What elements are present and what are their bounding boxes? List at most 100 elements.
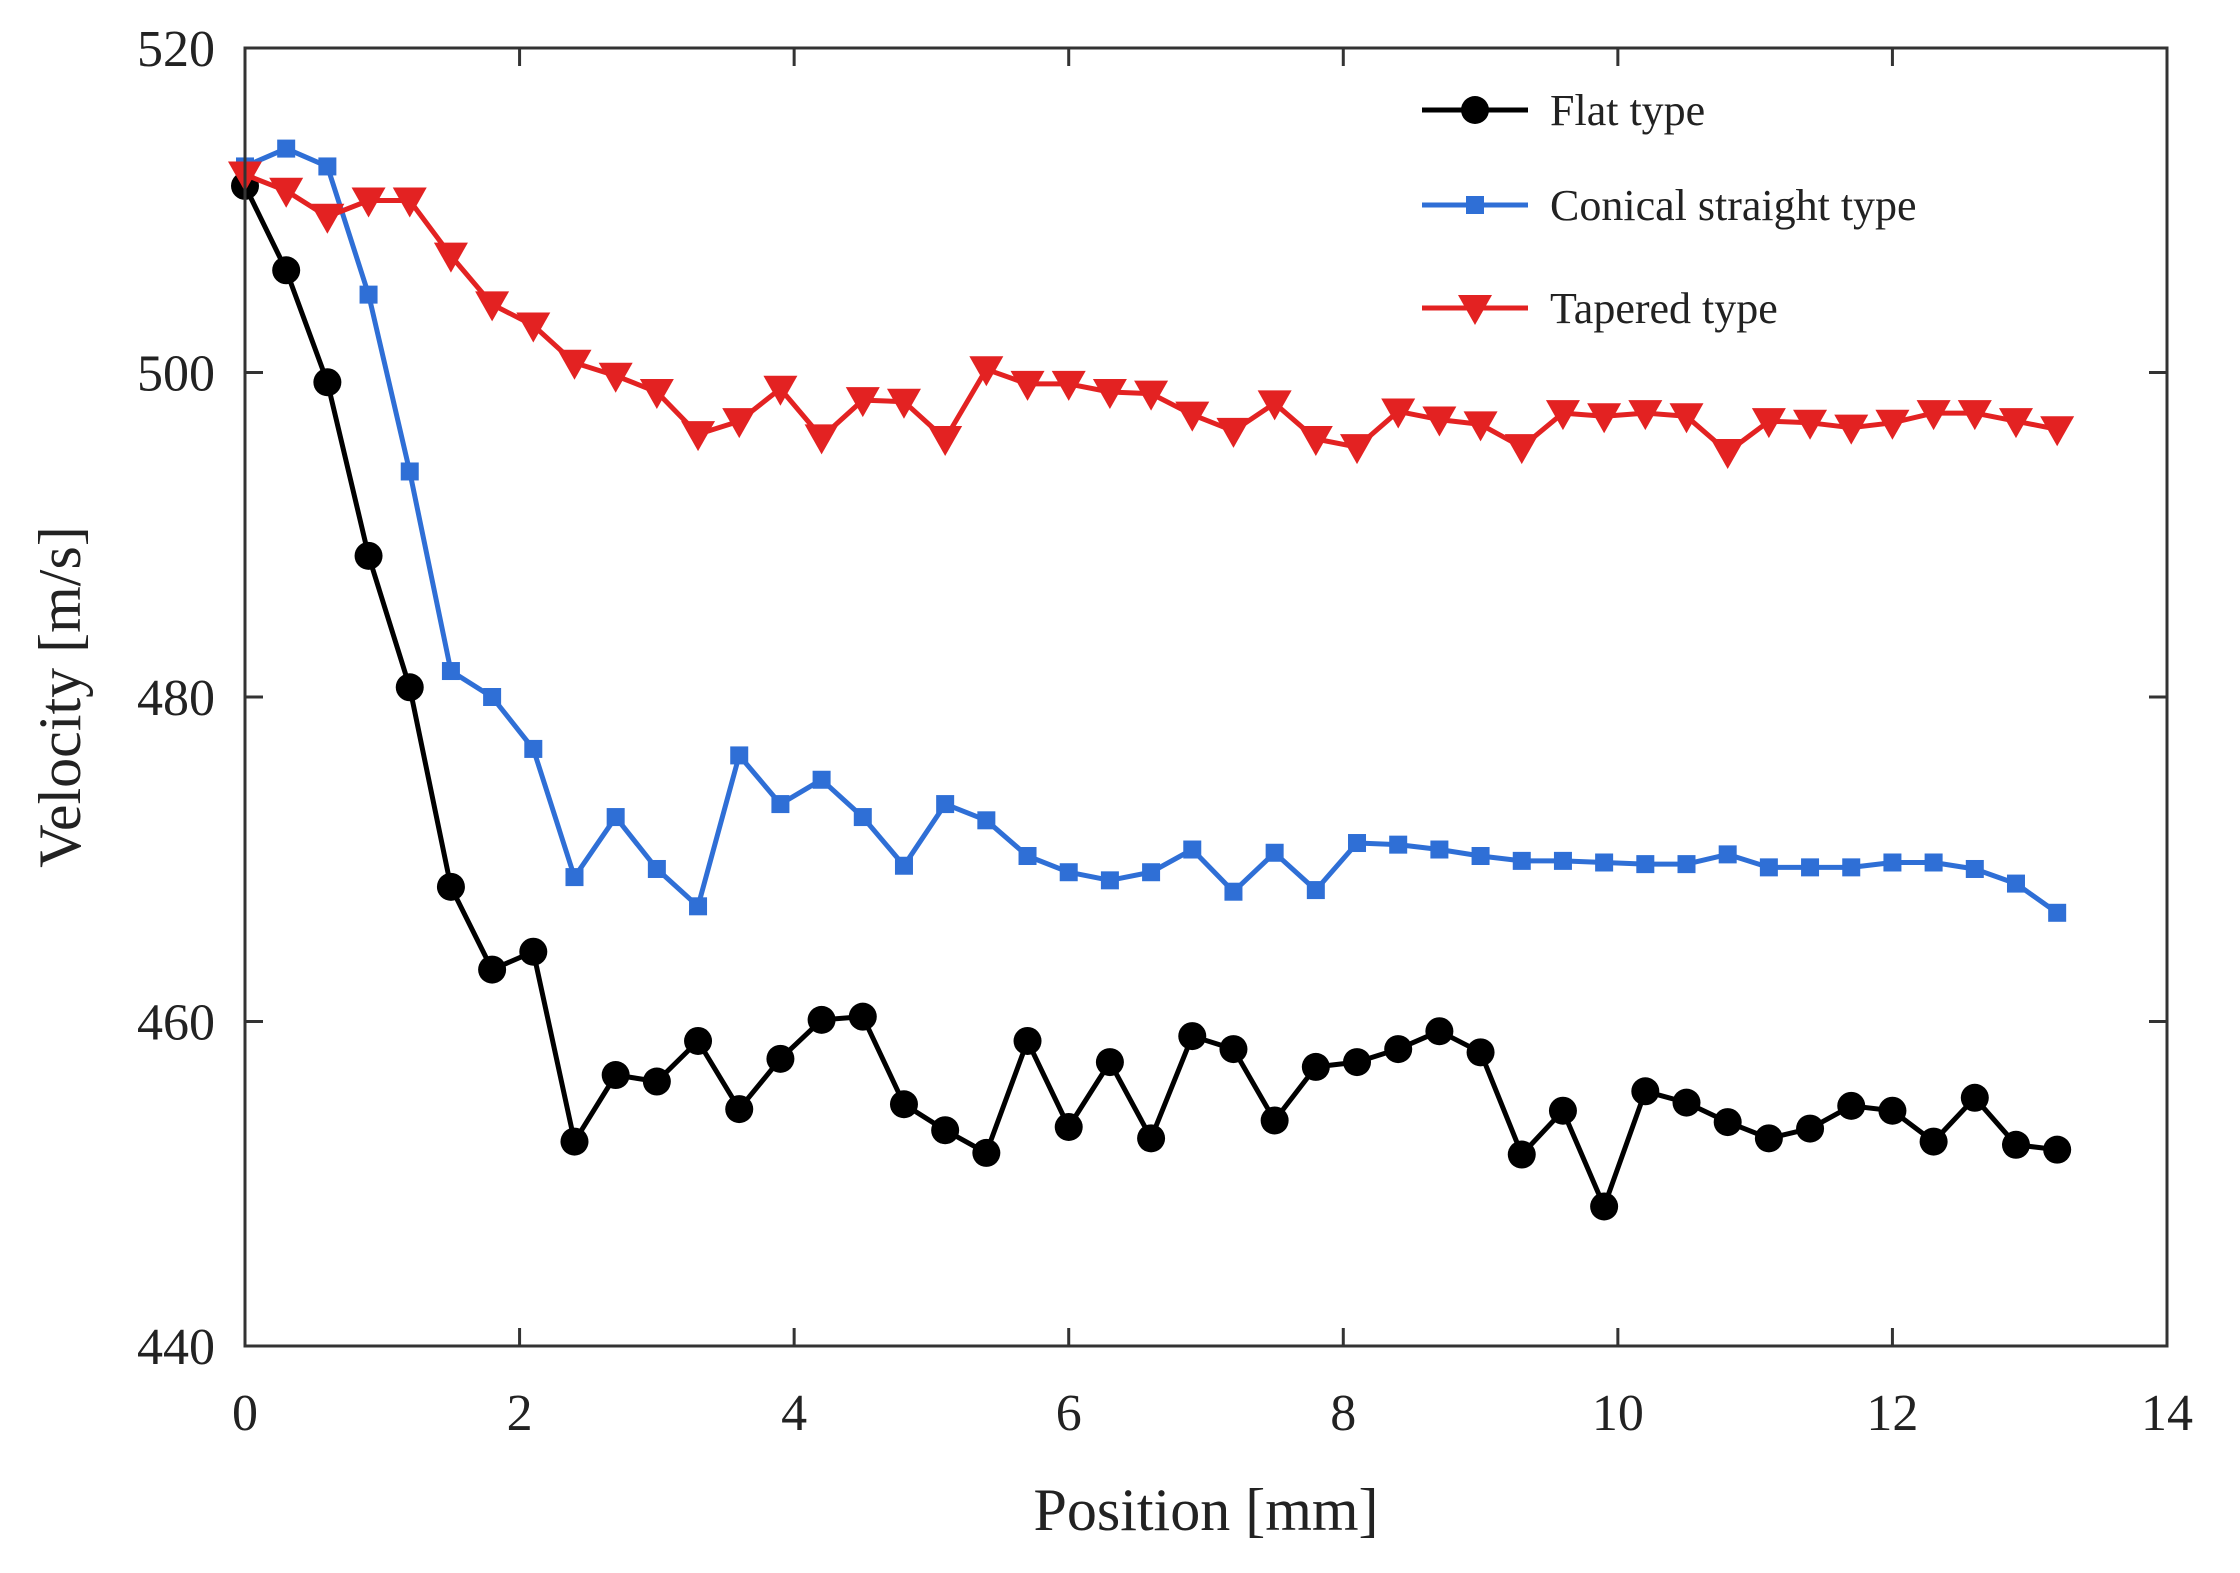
data-point — [1301, 1052, 1330, 1081]
data-point — [524, 739, 543, 758]
data-point — [1298, 426, 1333, 457]
data-point — [601, 1061, 630, 1090]
x-tick-label: 14 — [2141, 1385, 2193, 1442]
data-point — [392, 187, 427, 218]
data-point — [1425, 1017, 1454, 1046]
data-point — [730, 746, 749, 765]
data-point — [1384, 1035, 1413, 1064]
data-point — [441, 662, 460, 681]
data-point — [606, 808, 625, 827]
data-point — [1595, 853, 1614, 872]
data-point — [725, 1095, 754, 1124]
legend: Flat type Conical straight type Tapered ty… — [1422, 86, 1917, 333]
data-point — [354, 541, 383, 570]
data-point — [928, 426, 963, 457]
data-point — [771, 795, 790, 814]
data-point — [1463, 411, 1498, 442]
data-point — [931, 1116, 960, 1145]
data-point — [1134, 380, 1169, 411]
data-point — [1257, 390, 1292, 421]
data-point — [647, 859, 666, 878]
data-point — [1842, 858, 1861, 877]
data-point — [807, 1005, 836, 1034]
data-point — [763, 375, 798, 406]
data-point — [1553, 851, 1572, 870]
x-tick-label: 10 — [1592, 1385, 1644, 1442]
data-point — [1837, 1091, 1866, 1120]
data-point — [310, 203, 345, 234]
data-point — [845, 387, 880, 418]
data-point — [1834, 414, 1869, 445]
data-point — [1545, 400, 1580, 431]
data-point — [1590, 1192, 1619, 1221]
series-1 — [231, 171, 2072, 1221]
data-point — [1175, 401, 1210, 432]
data-point — [1754, 1124, 1783, 1153]
data-point — [1713, 1108, 1742, 1137]
data-point — [1340, 434, 1375, 465]
x-tick-label: 0 — [232, 1385, 258, 1442]
data-point — [2040, 416, 2075, 447]
data-point — [1998, 408, 2033, 439]
data-point — [889, 1090, 918, 1119]
x-tick-label: 4 — [781, 1385, 807, 1442]
data-point — [1504, 434, 1539, 465]
data-point — [395, 673, 424, 702]
axis-ticks: 0 2 4 6 8 10 12 14 440 460 480 500 520 — [137, 21, 2193, 1442]
data-point — [689, 897, 708, 916]
data-point — [1422, 406, 1457, 437]
data-point — [1178, 1022, 1207, 1051]
data-point — [886, 388, 921, 419]
data-point — [1471, 847, 1490, 866]
data-point — [1677, 855, 1696, 874]
data-point — [1348, 834, 1367, 853]
data-point — [804, 424, 839, 455]
y-tick-label: 460 — [137, 995, 215, 1052]
data-point — [1965, 859, 1984, 878]
data-point — [2043, 1135, 2072, 1164]
data-point — [1430, 840, 1449, 859]
data-point — [1142, 863, 1161, 882]
data-point — [277, 139, 296, 158]
data-point — [894, 856, 913, 875]
data-point — [2006, 874, 2025, 893]
data-point — [1260, 1106, 1289, 1135]
data-point — [1507, 1140, 1536, 1169]
data-point — [1051, 370, 1086, 401]
data-point — [681, 421, 716, 452]
data-point — [351, 187, 386, 218]
data-point — [433, 242, 468, 273]
data-point — [436, 872, 465, 901]
y-tick-label: 440 — [137, 1319, 215, 1376]
data-point — [1924, 853, 1943, 872]
data-point — [1801, 858, 1820, 877]
data-point — [1466, 1038, 1495, 1067]
data-point — [1718, 845, 1737, 864]
data-point — [722, 408, 757, 439]
data-point — [1512, 851, 1531, 870]
data-point — [272, 256, 301, 285]
data-point — [977, 811, 996, 830]
data-point — [1751, 408, 1786, 439]
data-point — [1265, 843, 1284, 862]
data-point — [1013, 1026, 1042, 1055]
x-tick-label: 8 — [1330, 1385, 1356, 1442]
data-point — [1092, 378, 1127, 409]
data-point — [1957, 400, 1992, 431]
data-point — [2001, 1130, 2030, 1159]
data-point — [1389, 835, 1408, 854]
data-point — [1216, 417, 1251, 448]
data-point — [1883, 853, 1902, 872]
y-tick-label: 520 — [137, 21, 215, 78]
data-point — [483, 688, 502, 706]
legend-marker — [1466, 196, 1484, 214]
data-point — [1669, 403, 1704, 434]
data-point — [639, 378, 674, 409]
data-point — [1960, 1083, 1989, 1112]
data-point — [1875, 409, 1910, 440]
data-point — [1137, 1124, 1166, 1153]
legend-marker — [1461, 96, 1489, 124]
data-point — [853, 808, 872, 827]
series-layer — [228, 139, 2075, 1221]
y-axis-title: Velocity [m/s] — [27, 526, 93, 868]
